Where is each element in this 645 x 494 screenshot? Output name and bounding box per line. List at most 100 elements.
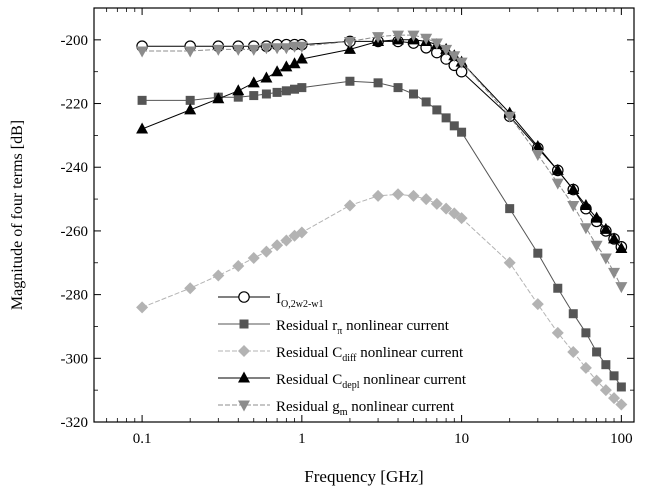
plot-frame — [93, 7, 635, 423]
data-point — [343, 36, 356, 48]
data-point — [455, 57, 468, 69]
data-point — [579, 361, 592, 374]
data-point — [345, 76, 355, 86]
data-point — [505, 204, 515, 214]
data-point — [616, 382, 626, 392]
data-point — [567, 183, 580, 195]
data-point — [184, 282, 197, 295]
legend-entry-4: Residual Cdepl nonlinear current — [218, 371, 467, 391]
legend-label: Residual gm nonlinear current — [276, 399, 455, 418]
data-point — [615, 241, 628, 253]
y-tick-label: -320 — [61, 415, 89, 431]
data-point — [551, 163, 564, 175]
legend: IO,2w2-w1 Residual rπ nonlinear current Re… — [218, 291, 467, 418]
series-5 — [136, 30, 628, 294]
data-point — [601, 360, 611, 370]
data-point — [409, 89, 419, 99]
data-point — [581, 328, 591, 338]
x-tick-label: 0.1 — [133, 431, 152, 447]
y-tick-label: -260 — [61, 224, 89, 240]
data-point — [420, 33, 433, 45]
data-point — [440, 202, 453, 215]
data-point — [249, 91, 259, 101]
data-point — [280, 43, 293, 55]
data-point — [421, 97, 431, 107]
data-point — [599, 253, 612, 265]
legend-marker — [238, 371, 250, 383]
legend-marker — [238, 400, 250, 412]
legend-entry-1: IO,2w2-w1 — [218, 291, 324, 310]
data-point — [579, 198, 592, 210]
series-4 — [136, 33, 628, 253]
data-point — [295, 52, 308, 64]
data-point — [136, 301, 149, 314]
y-axis-label: Magnitude of four terms [dB] — [9, 120, 26, 310]
data-point — [503, 111, 516, 123]
legend-marker — [238, 345, 250, 357]
x-tick-label: 1 — [298, 431, 306, 447]
data-point — [430, 197, 443, 210]
series-layer — [136, 30, 628, 411]
data-point — [280, 60, 293, 72]
data-point — [295, 226, 308, 239]
data-point — [297, 83, 307, 93]
data-point — [271, 239, 284, 252]
series-3 — [136, 188, 628, 411]
data-point — [271, 65, 284, 77]
data-point — [609, 371, 619, 381]
data-point — [288, 57, 301, 69]
data-point — [281, 86, 291, 96]
x-tick-label: 10 — [454, 431, 469, 447]
legend-label: Residual rπ nonlinear current — [276, 318, 450, 337]
data-point — [432, 105, 442, 115]
data-point — [280, 234, 293, 247]
data-point — [247, 76, 260, 88]
data-point — [533, 248, 543, 258]
data-point — [247, 44, 260, 56]
data-point — [608, 232, 621, 244]
legend-marker — [238, 291, 250, 303]
data-point — [212, 44, 225, 56]
data-point — [441, 113, 451, 123]
data-point — [343, 199, 356, 212]
data-point — [567, 200, 580, 212]
axis-ticks: 0.1 1 10 100 -200 -220 -240 -260 -280 -300 -320 — [61, 8, 634, 447]
data-point — [212, 269, 225, 282]
data-point — [448, 51, 461, 63]
legend-label: IO,2w2-w1 — [276, 291, 324, 310]
data-point — [373, 78, 383, 88]
legend-label: Residual Cdiff nonlinear current — [276, 345, 464, 364]
data-point — [449, 121, 459, 131]
data-point — [592, 347, 602, 357]
data-point — [553, 283, 563, 293]
data-point — [372, 32, 385, 44]
data-point — [295, 41, 308, 53]
data-point — [448, 207, 461, 220]
data-point — [247, 251, 260, 264]
legend-marker — [239, 319, 249, 329]
data-point — [343, 42, 356, 54]
data-point — [184, 46, 197, 58]
data-point — [551, 178, 564, 190]
y-tick-label: -300 — [61, 351, 89, 367]
data-point — [184, 103, 197, 115]
data-point — [615, 398, 628, 411]
series-1 — [136, 35, 628, 253]
data-point — [260, 43, 273, 55]
data-point — [430, 38, 443, 50]
data-point — [420, 193, 433, 206]
data-point — [392, 30, 405, 42]
data-point — [185, 95, 195, 105]
data-point — [260, 71, 273, 83]
x-tick-label: 100 — [610, 431, 633, 447]
data-point — [392, 188, 405, 201]
data-point — [393, 83, 403, 93]
data-point — [590, 240, 603, 252]
legend-label: Residual Cdepl nonlinear current — [276, 372, 467, 391]
data-point — [551, 326, 564, 339]
y-tick-label: -280 — [61, 288, 89, 304]
data-point — [457, 127, 467, 137]
data-point — [531, 298, 544, 311]
data-point — [260, 245, 273, 258]
data-point — [608, 267, 621, 279]
